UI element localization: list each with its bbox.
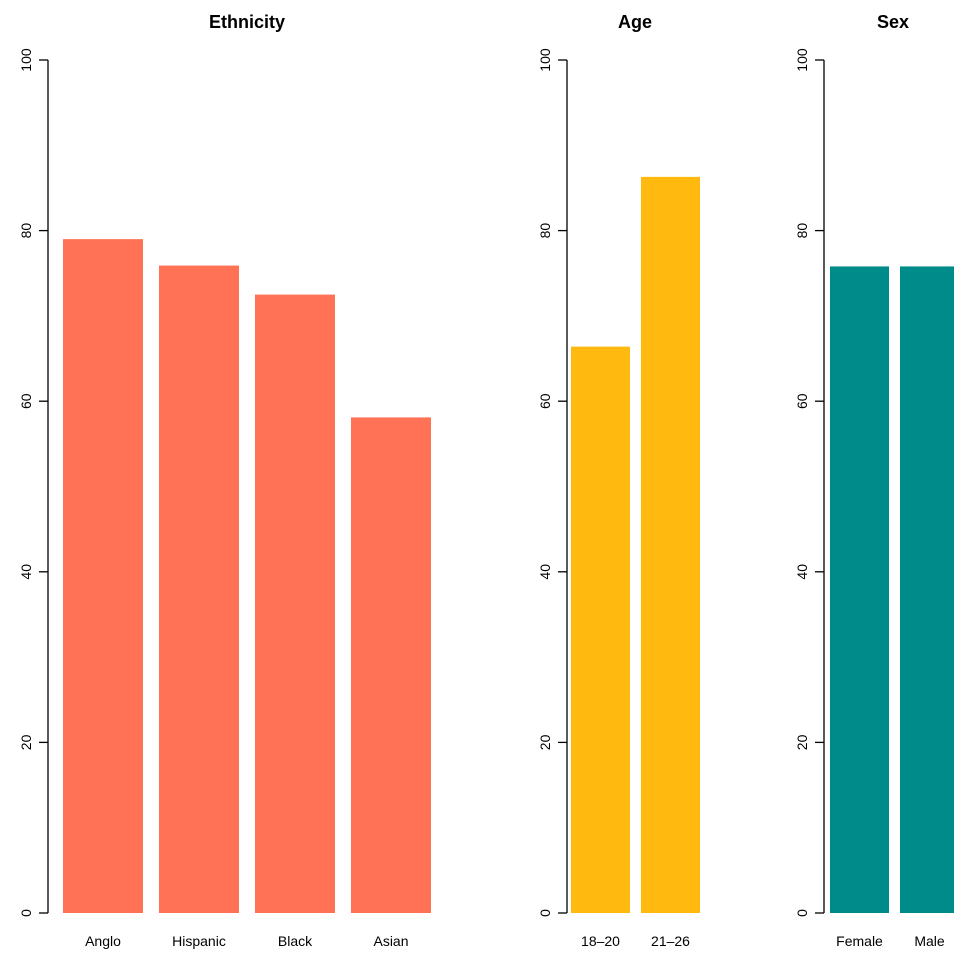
bar-group (63, 239, 431, 913)
y-tick-label: 20 (794, 734, 810, 750)
y-axis: 0 20 40 60 80 100 (794, 48, 825, 917)
panel-title: Age (618, 12, 652, 32)
panel-title: Sex (877, 12, 909, 32)
y-tick-label: 80 (537, 223, 553, 239)
y-tick-label: 100 (18, 48, 34, 72)
category-labels: Female Male (836, 933, 945, 949)
y-tick-label: 60 (18, 393, 34, 409)
y-tick-label: 40 (537, 564, 553, 580)
category-labels: Anglo Hispanic Black Asian (85, 933, 408, 949)
panel-title: Ethnicity (209, 12, 285, 32)
bar (641, 176, 700, 914)
y-axis: 0 20 40 60 80 100 (18, 48, 49, 917)
bar (159, 265, 239, 913)
y-tick-label: 100 (537, 48, 553, 72)
x-tick-label: Black (278, 933, 313, 949)
category-labels: 18–20 21–26 (581, 933, 690, 949)
x-tick-label: 21–26 (651, 933, 690, 949)
y-tick-label: 20 (18, 734, 34, 750)
y-tick-label: 0 (537, 909, 553, 917)
y-tick-label: 80 (794, 223, 810, 239)
x-tick-label: Asian (373, 933, 408, 949)
y-tick-label: 0 (794, 909, 810, 917)
y-tick-label: 40 (18, 564, 34, 580)
panel-age: Age 0 20 40 60 80 100 18–20 21–26 (537, 12, 700, 949)
x-tick-label: Female (836, 933, 883, 949)
y-tick-label: 40 (794, 564, 810, 580)
bar (571, 346, 630, 913)
x-tick-label: Hispanic (172, 933, 226, 949)
panel-ethnicity: Ethnicity 0 20 40 60 80 100 Anglo Hispanic Blac… (18, 12, 431, 949)
x-tick-label: Anglo (85, 933, 121, 949)
y-tick-label: 20 (537, 734, 553, 750)
bar-group (830, 266, 954, 913)
y-axis: 0 20 40 60 80 100 (537, 48, 568, 917)
x-tick-label: Male (914, 933, 945, 949)
y-tick-label: 80 (18, 223, 34, 239)
bar (900, 266, 954, 913)
bar (830, 266, 889, 913)
bar-group (571, 176, 700, 914)
y-tick-label: 60 (794, 393, 810, 409)
bar (351, 417, 431, 913)
y-tick-label: 100 (794, 48, 810, 72)
y-tick-label: 60 (537, 393, 553, 409)
bar (63, 239, 143, 913)
panel-sex: Sex 0 20 40 60 80 100 Female Male (794, 12, 954, 949)
y-tick-label: 0 (18, 909, 34, 917)
x-tick-label: 18–20 (581, 933, 620, 949)
bar (255, 294, 335, 913)
